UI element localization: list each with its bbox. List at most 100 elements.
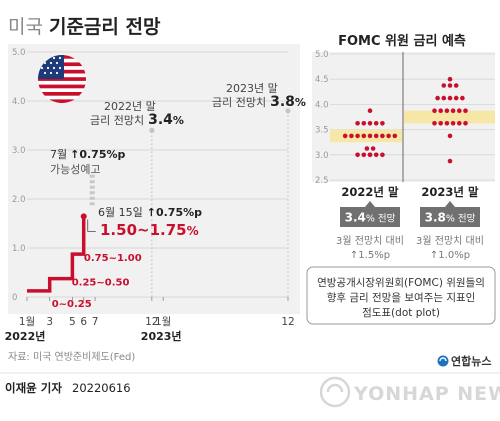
projection-point — [285, 108, 291, 114]
fomc-dot — [453, 83, 459, 88]
watermark-text: YONHAP NEWS — [353, 383, 500, 405]
watermark-logo-icon — [319, 376, 351, 408]
fomc-dot — [457, 121, 462, 126]
dot-plot-y-tick: 3.5 — [315, 126, 329, 136]
dot-plot-y-tick: 5.0 — [315, 50, 329, 60]
range-label: 0~0.25 — [52, 299, 92, 310]
dot-plot-y-tick: 2.5 — [315, 176, 329, 186]
dot-plot-y-tick: 4.0 — [315, 100, 329, 110]
end2023-forecast-line1: 2023년 말 — [226, 82, 278, 95]
policy-rate-endpoint — [80, 213, 87, 220]
fomc-dot — [441, 95, 447, 101]
fomc-dot — [441, 83, 447, 88]
forecast-badge-text: 3.4% 전망 — [345, 211, 396, 225]
y-tick-label: 2.0 — [12, 195, 26, 205]
fomc-dot — [463, 121, 468, 126]
us-flag-icon — [38, 55, 86, 103]
x-tick-label: 5 — [69, 316, 76, 328]
info-box-line3: 점도표(dot plot) — [362, 307, 440, 319]
dot-plot-title: FOMC 위원 금리 예측 — [338, 33, 466, 49]
x-tick-label: 7 — [92, 316, 99, 328]
fomc-dot-plot: FOMC 위원 금리 예측 2.5 3.0 3.5 4.0 4.5 5.0 2022년 말… — [312, 33, 495, 261]
y-tick-label: 1.0 — [12, 244, 26, 254]
fomc-dot — [373, 133, 379, 139]
y-tick-label: 4.0 — [12, 97, 26, 107]
median-highlight-band — [404, 110, 495, 124]
forecast-badge — [340, 201, 400, 227]
x-tick-label: 6 — [80, 316, 87, 328]
policy-rate-line — [27, 217, 86, 293]
dot-plot-y-tick: 3.0 — [315, 151, 329, 161]
compare-line1: 3월 전망치 대비 — [416, 235, 484, 247]
x-tick-label: 1월 — [19, 316, 35, 328]
fomc-dot — [447, 95, 453, 101]
watermark: YONHAP NEWS — [319, 376, 500, 408]
yonhap-logo-icon — [437, 355, 449, 367]
fomc-dot — [367, 133, 373, 139]
end2022-forecast-line1: 2022년 말 — [104, 100, 156, 113]
info-box-line1: 연방공개시장위원회(FOMC) 위원들의 — [317, 276, 485, 289]
fomc-dot — [361, 121, 367, 126]
fomc-dot — [444, 108, 450, 113]
end2023-forecast-line2: 금리 전망치 3.8% — [212, 94, 306, 110]
fomc-dot — [432, 121, 437, 126]
page-title: 미국 기준금리 전망 — [8, 16, 161, 38]
yonhap-brand: 연합뉴스 — [437, 354, 491, 368]
fomc-dot — [438, 121, 444, 126]
x-tick-label: 12 — [145, 316, 158, 328]
fomc-dot — [355, 152, 360, 158]
fomc-dot — [367, 121, 373, 126]
forecast-badge — [420, 201, 480, 227]
range-label: 0.25~0.50 — [72, 278, 130, 289]
fomc-dot — [450, 108, 456, 113]
fomc-dot — [392, 133, 398, 139]
projection-point — [149, 127, 155, 133]
june-callout-leader — [87, 219, 96, 232]
fomc-dot — [463, 108, 468, 113]
fomc-dot — [457, 108, 462, 113]
fomc-dot — [450, 121, 456, 126]
fomc-dot — [355, 121, 360, 126]
compare-line1: 3월 전망치 대비 — [336, 235, 404, 247]
byline-date: 20220616 — [72, 381, 131, 395]
x-tick-label: 1월 — [155, 316, 171, 328]
fomc-dot — [349, 133, 354, 139]
june-hike-label: 6월 15일 ↑0.75%p — [98, 205, 202, 219]
dot-group-label: 2022년 말 — [341, 185, 399, 199]
x-year-label: 2023년 — [141, 329, 182, 343]
y-tick-label: 5.0 — [12, 48, 26, 58]
june-rate-range: 1.50~1.75% — [100, 221, 199, 239]
y-tick-label: 0 — [12, 293, 17, 303]
fomc-dot — [386, 133, 391, 139]
compare-line2: ↑1.5%p — [350, 250, 390, 261]
end2022-forecast-line2: 금리 전망치 3.4% — [90, 112, 184, 128]
y-tick-label: 3.0 — [12, 146, 26, 156]
fomc-dot — [460, 95, 465, 101]
policy-rate-chart: 0 1.0 2.0 3.0 4.0 5.0 — [5, 44, 306, 343]
fomc-dot — [432, 108, 437, 113]
forecast-badge-text: 3.8% 전망 — [425, 211, 476, 225]
fomc-dot — [447, 133, 453, 139]
range-label: 0.75~1.00 — [84, 253, 142, 264]
title-prefix: 미국 — [8, 16, 43, 38]
fomc-dot — [447, 158, 453, 164]
fomc-dot — [355, 133, 360, 139]
fomc-dot — [444, 121, 450, 126]
fomc-dot — [373, 152, 379, 158]
july-forecast-line2: 가능성예고 — [50, 163, 101, 176]
x-tick-label: 12 — [281, 316, 294, 328]
x-year-label: 2022년 — [5, 329, 46, 343]
compare-line2: ↑1.0%p — [430, 250, 470, 261]
fomc-dot — [361, 133, 367, 139]
byline-name: 이재윤 기자 — [5, 381, 62, 395]
fomc-dot — [453, 95, 459, 101]
fomc-dot — [380, 121, 385, 126]
fomc-dot — [447, 83, 453, 88]
dot-group-label: 2023년 말 — [421, 185, 479, 199]
brand-name: 연합뉴스 — [451, 354, 491, 368]
info-box-line2: 향후 금리 전망을 보여주는 지표인 — [327, 292, 476, 304]
july-forecast-line1: 7월 ↑0.75%p — [50, 148, 126, 161]
fomc-dot — [367, 152, 373, 158]
fomc-dot — [447, 76, 453, 82]
